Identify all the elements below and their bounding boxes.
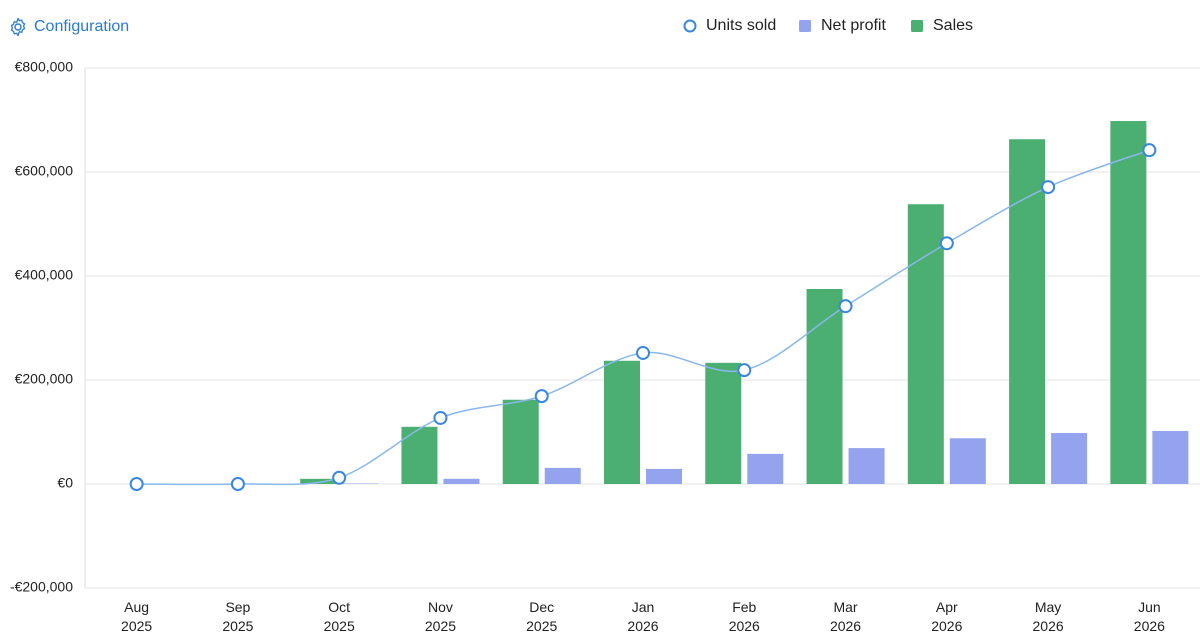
y-tick-label: €400,000 [15, 267, 74, 283]
line-marker [838, 299, 853, 314]
line-marker [332, 470, 347, 485]
line-marker [939, 236, 954, 251]
y-tick-label: €0 [57, 475, 73, 491]
x-tick-label: Jan 2026 [627, 599, 659, 634]
line [136, 149, 1150, 486]
x-tick-label: Aug 2025 [121, 599, 153, 634]
line-marker [534, 389, 549, 404]
bar [443, 478, 480, 484]
legend-square [799, 20, 811, 32]
legend-label[interactable]: Net profit [821, 17, 886, 34]
x-tick-label: May 2026 [1032, 599, 1064, 634]
legend-item[interactable]: Units sold [683, 17, 776, 35]
bar [1152, 430, 1189, 484]
y-tick-label: €200,000 [15, 371, 74, 387]
bar [342, 483, 379, 484]
legend-circle [683, 19, 697, 33]
x-tick-label: Dec 2025 [526, 599, 558, 634]
legend-square [911, 20, 923, 32]
legend-marker [911, 20, 923, 32]
x-tick-label: Nov 2025 [424, 599, 457, 634]
bar [1051, 433, 1088, 484]
x-tick-label: Apr 2026 [931, 599, 963, 634]
bar [747, 453, 784, 484]
bar [949, 438, 986, 484]
legend-item[interactable]: Net profit [798, 17, 886, 35]
bar [544, 467, 581, 484]
bar [300, 478, 337, 484]
bar [806, 289, 843, 484]
bar [848, 448, 885, 484]
line-marker [737, 363, 752, 378]
bar [907, 204, 944, 485]
y-tick-label: €600,000 [15, 163, 74, 179]
y-tick-label: €800,000 [15, 59, 74, 75]
bar [646, 468, 682, 484]
bar [401, 426, 438, 484]
x-tick-label: Sep 2025 [222, 599, 254, 634]
legend-item[interactable]: Sales [910, 17, 973, 35]
x-tick-label: Jun 2026 [1133, 599, 1165, 634]
x-tick-label: Oct 2025 [323, 599, 355, 634]
bar [604, 360, 640, 484]
line-marker [636, 345, 650, 360]
bar [1110, 121, 1147, 484]
configuration-button[interactable]: Configuration [8, 17, 129, 37]
gear-icon [10, 17, 26, 37]
line-marker [129, 477, 144, 491]
line-marker [1142, 143, 1157, 158]
line-marker [1041, 180, 1056, 195]
legend-label[interactable]: Sales [933, 17, 974, 34]
line-marker [230, 477, 245, 491]
bar [705, 362, 742, 484]
x-tick-label: Feb 2026 [728, 599, 760, 634]
legend-marker [683, 19, 697, 33]
configuration-label[interactable]: Configuration [34, 18, 130, 35]
y-tick-label: -€200,000 [10, 579, 73, 595]
legend-marker [799, 20, 811, 32]
line-marker [433, 410, 448, 425]
bar [502, 399, 539, 484]
legend-label[interactable]: Units sold [706, 17, 777, 34]
x-tick-label: Mar 2026 [829, 599, 862, 634]
